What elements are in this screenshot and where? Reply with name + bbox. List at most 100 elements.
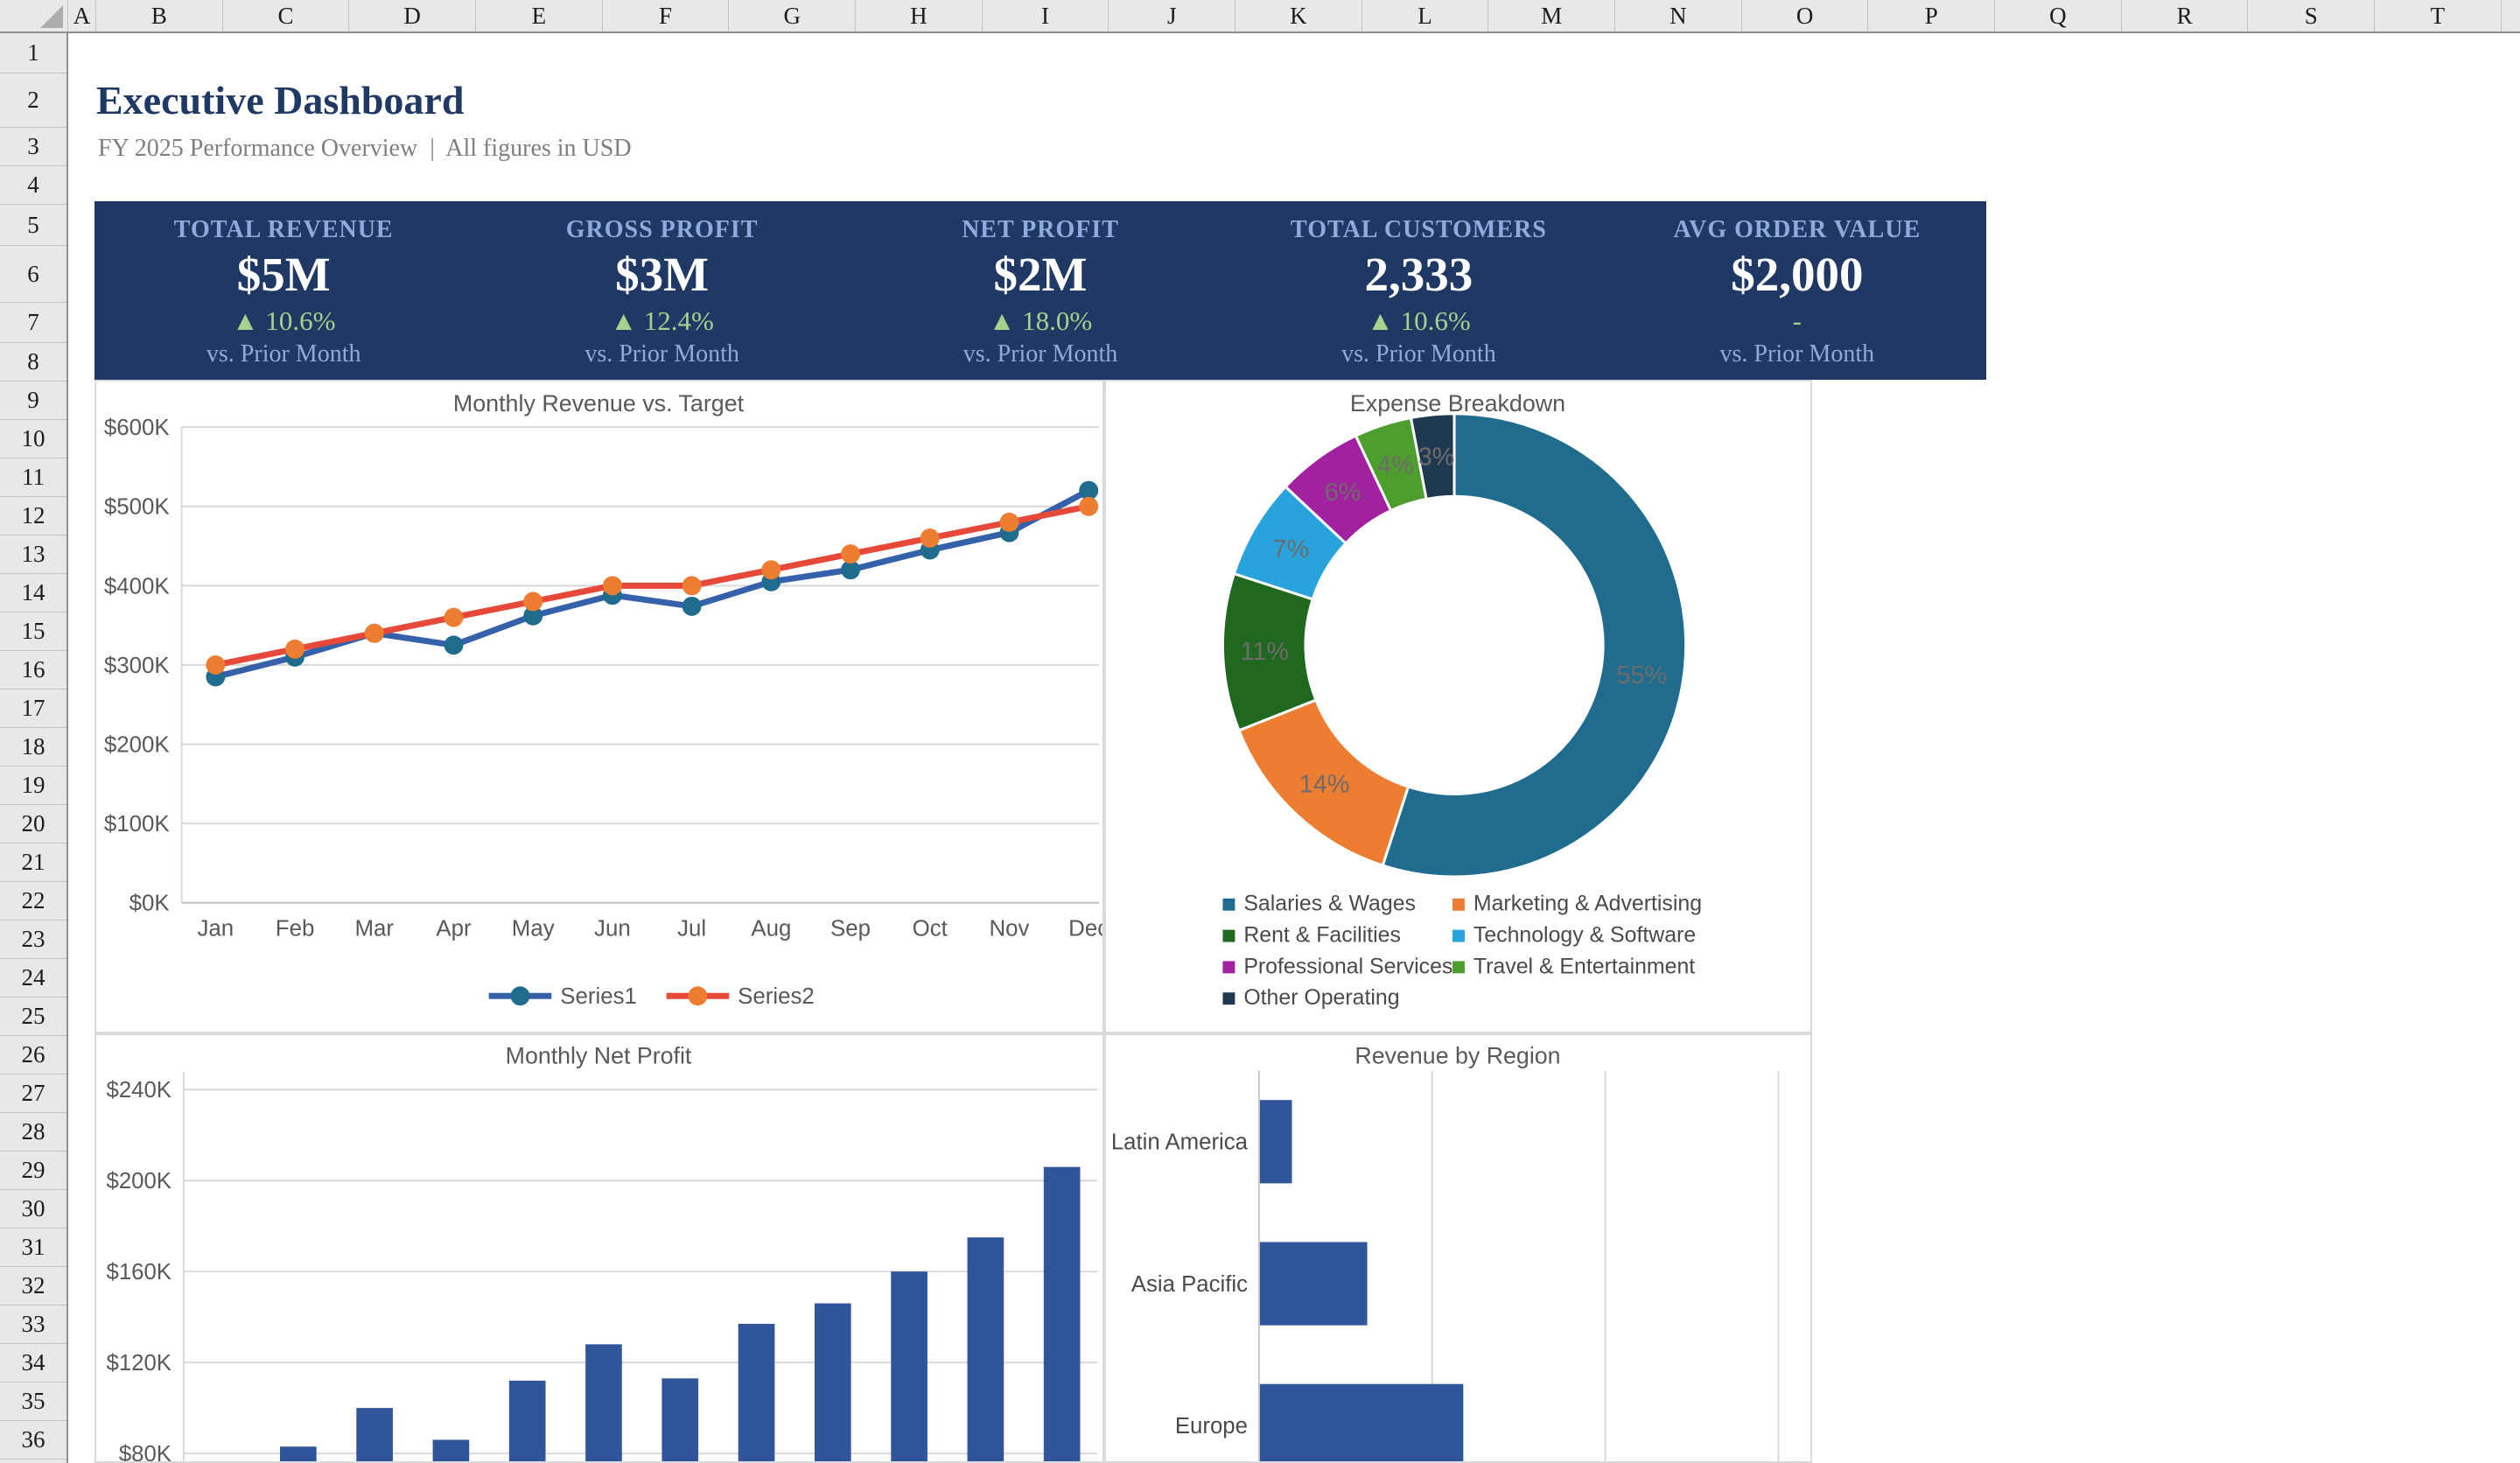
row-header-17[interactable]: 17 (0, 690, 66, 728)
column-header-J[interactable]: J (1109, 0, 1236, 32)
svg-text:$200K: $200K (107, 1169, 172, 1194)
column-header-P[interactable]: P (1868, 0, 1996, 32)
row-header-11[interactable]: 11 (0, 458, 66, 497)
column-header-T[interactable]: T (2375, 0, 2502, 32)
row-header-9[interactable]: 9 (0, 382, 66, 420)
svg-text:May: May (512, 917, 555, 942)
row-header-7[interactable]: 7 (0, 303, 66, 343)
svg-text:11%: 11% (1241, 638, 1290, 666)
row-header-12[interactable]: 12 (0, 497, 66, 536)
row-header-28[interactable]: 28 (0, 1113, 66, 1152)
revenue-by-region-chart[interactable]: Revenue by Region Latin America Asia Pacif… (1104, 1033, 1812, 1463)
row-header-13[interactable]: 13 (0, 536, 66, 574)
select-all-corner[interactable] (0, 0, 68, 32)
expense-breakdown-chart[interactable]: Expense Breakdown 55% 14% 11% 7% 6% 4% 3% Salari… (1104, 380, 1812, 1033)
monthly-revenue-vs-target-chart[interactable]: Monthly Revenue vs. Target $0K $100K $200K $… (94, 380, 1104, 1033)
svg-text:Marketing & Advertising: Marketing & Advertising (1474, 892, 1702, 916)
column-header-O[interactable]: O (1742, 0, 1869, 32)
kpi-label: GROSS PROFIT (565, 216, 759, 244)
row-header-1[interactable]: 1 (0, 33, 66, 74)
row-header-23[interactable]: 23 (0, 920, 66, 959)
svg-text:$300K: $300K (104, 654, 170, 678)
svg-text:4%: 4% (1377, 452, 1414, 480)
svg-text:Jan: Jan (198, 917, 234, 942)
row-header-24[interactable]: 24 (0, 959, 66, 998)
row-header-6[interactable]: 6 (0, 246, 66, 303)
kpi-delta: ▲ 18.0% (988, 304, 1093, 336)
svg-text:Series2: Series2 (738, 984, 815, 1009)
kpi-value: $2,000 (1731, 248, 1864, 302)
column-header-partial[interactable] (2502, 0, 2520, 32)
svg-text:$80K: $80K (119, 1442, 172, 1463)
svg-text:Sep: Sep (830, 917, 871, 942)
column-header-Q[interactable]: Q (1995, 0, 2122, 32)
row-header-5[interactable]: 5 (0, 205, 66, 246)
column-header-R[interactable]: R (2122, 0, 2249, 32)
row-header-8[interactable]: 8 (0, 343, 66, 382)
monthly-net-profit-chart[interactable]: Monthly Net Profit $80K $120K $160K $200K $24… (94, 1033, 1104, 1463)
kpi-note: vs. Prior Month (206, 340, 361, 368)
column-header-S[interactable]: S (2248, 0, 2376, 32)
row-header-26[interactable]: 26 (0, 1036, 66, 1074)
column-header-H[interactable]: H (856, 0, 983, 32)
row-header-20[interactable]: 20 (0, 805, 66, 844)
row-header-15[interactable]: 15 (0, 612, 66, 651)
row-header-4[interactable]: 4 (0, 166, 66, 205)
column-header-F[interactable]: F (603, 0, 730, 32)
kpi-delta: ▲ 12.4% (610, 304, 714, 336)
svg-text:$100K: $100K (104, 812, 170, 836)
svg-text:$160K: $160K (107, 1260, 172, 1284)
row-header-32[interactable]: 32 (0, 1267, 66, 1306)
svg-text:14%: 14% (1299, 770, 1350, 798)
row-header-29[interactable]: 29 (0, 1152, 66, 1190)
row-header-16[interactable]: 16 (0, 651, 66, 690)
kpi-note: vs. Prior Month (962, 340, 1118, 368)
svg-text:3%: 3% (1418, 443, 1455, 471)
svg-text:Jul: Jul (677, 917, 706, 942)
svg-text:55%: 55% (1616, 662, 1667, 690)
row-header-30[interactable]: 30 (0, 1190, 66, 1228)
column-header-D[interactable]: D (349, 0, 477, 32)
row-header-22[interactable]: 22 (0, 882, 66, 920)
row-header-35[interactable]: 35 (0, 1382, 66, 1421)
column-header-I[interactable]: I (983, 0, 1110, 32)
row-header-33[interactable]: 33 (0, 1306, 66, 1344)
column-header-G[interactable]: G (729, 0, 857, 32)
svg-text:Aug: Aug (751, 917, 791, 942)
row-header-14[interactable]: 14 (0, 574, 66, 612)
kpi-delta: ▲ 10.6% (231, 304, 336, 336)
svg-text:Nov: Nov (989, 917, 1029, 942)
svg-text:6%: 6% (1325, 479, 1362, 507)
kpi-note: vs. Prior Month (584, 340, 739, 368)
row-header-bar: 1 2 3 4 5 6 7 8 9 10 11 12 13 14 15 16 17 18 19 20 21 22 23 24 2… (0, 33, 68, 1463)
row-header-2[interactable]: 2 (0, 74, 66, 128)
row-header-36[interactable]: 36 (0, 1421, 66, 1460)
svg-text:$0K: $0K (130, 892, 170, 916)
row-header-27[interactable]: 27 (0, 1074, 66, 1113)
select-all-triangle-icon (40, 5, 63, 28)
row-header-10[interactable]: 10 (0, 420, 66, 458)
svg-text:Revenue by Region: Revenue by Region (1354, 1043, 1560, 1069)
row-header-19[interactable]: 19 (0, 766, 66, 805)
svg-text:Jun: Jun (594, 917, 631, 942)
column-header-N[interactable]: N (1615, 0, 1742, 32)
row-header-21[interactable]: 21 (0, 844, 66, 882)
svg-text:Latin America: Latin America (1111, 1130, 1249, 1155)
column-header-K[interactable]: K (1236, 0, 1362, 32)
column-header-M[interactable]: M (1488, 0, 1616, 32)
dashboard-subtitle: FY 2025 Performance Overview | All figur… (98, 135, 632, 162)
row-header-18[interactable]: 18 (0, 728, 66, 766)
column-header-B[interactable]: B (96, 0, 223, 32)
row-header-25[interactable]: 25 (0, 998, 66, 1036)
column-header-E[interactable]: E (476, 0, 603, 32)
svg-text:Series1: Series1 (560, 984, 637, 1009)
column-header-L[interactable]: L (1362, 0, 1489, 32)
kpi-card-net-profit: NET PROFIT $2M ▲ 18.0% vs. Prior Month (851, 201, 1229, 380)
row-header-34[interactable]: 34 (0, 1344, 66, 1382)
row-header-3[interactable]: 3 (0, 128, 66, 166)
column-header-A[interactable]: A (68, 0, 96, 32)
column-header-C[interactable]: C (223, 0, 350, 32)
row-header-31[interactable]: 31 (0, 1228, 66, 1267)
kpi-label: TOTAL REVENUE (173, 216, 394, 244)
